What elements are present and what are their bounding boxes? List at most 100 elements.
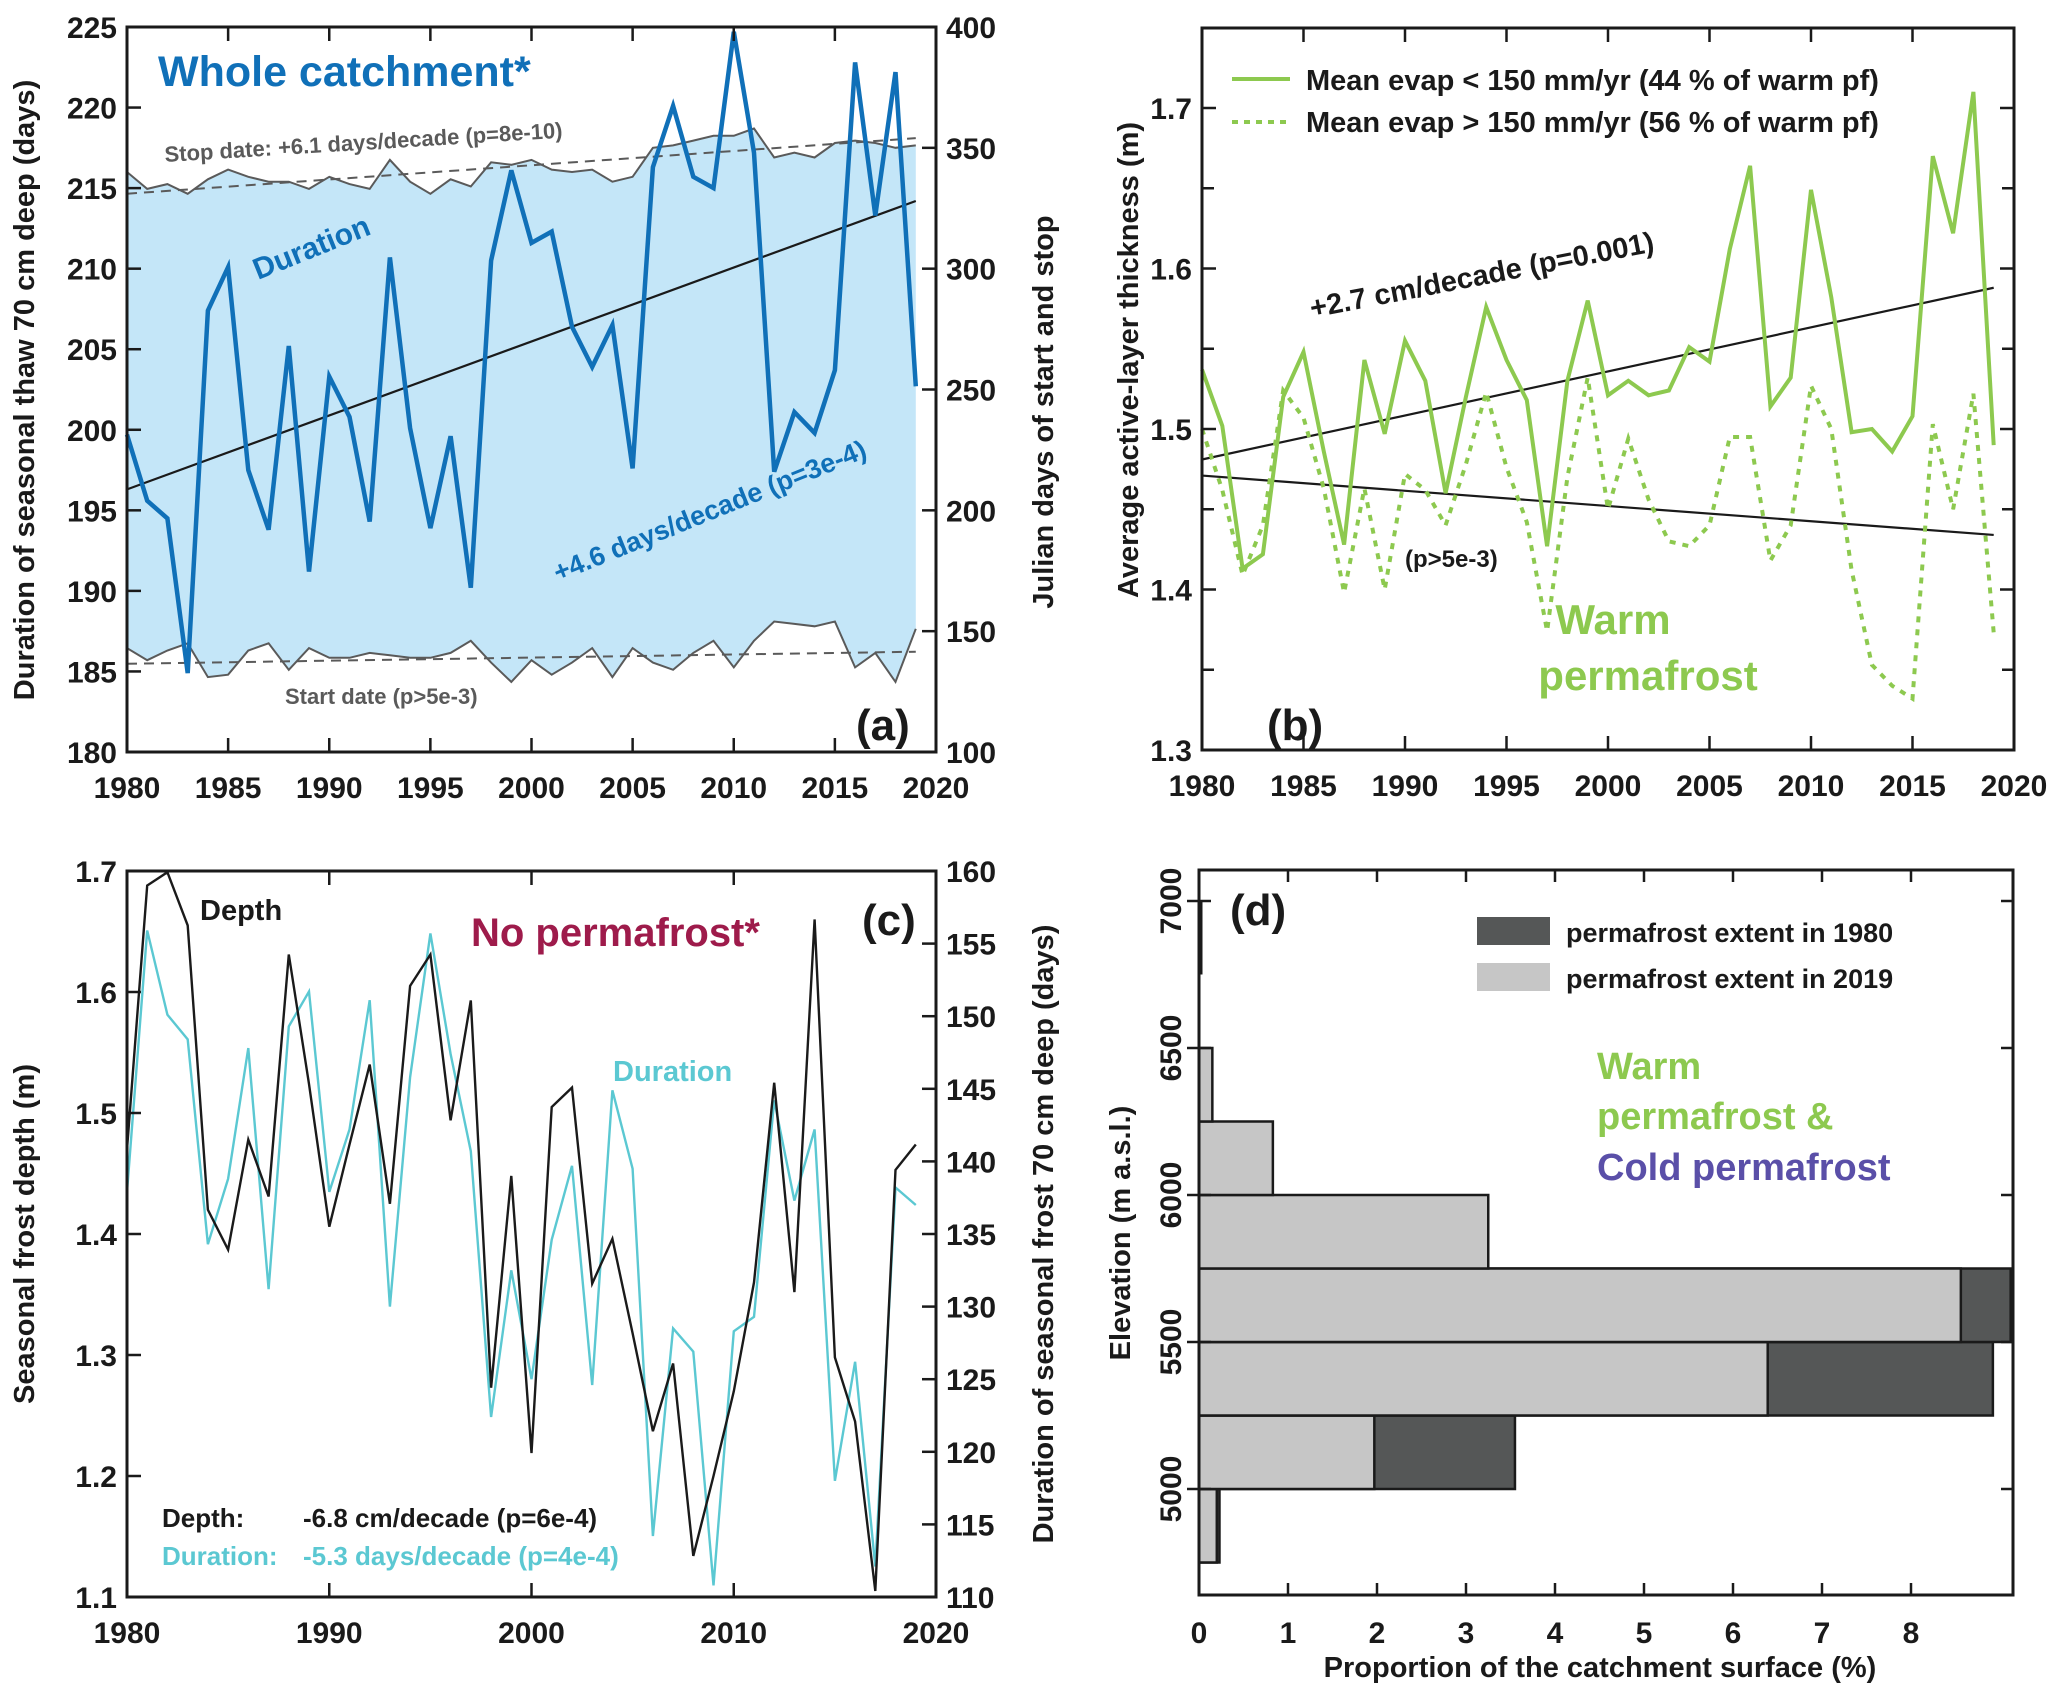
panel-a-xtick-label: 2005 [599,772,666,805]
panel-b-title-line1: Warm [1555,596,1670,643]
panel-c-xtick-label: 2010 [700,1617,767,1650]
panel-d-xtick-label: 4 [1547,1617,1564,1650]
panel-c-xtick-label: 1990 [296,1617,363,1650]
panel-a-y2tick-label: 100 [946,737,996,770]
bar-2019 [1197,1046,1214,1123]
panel-c-y2tick-label: 120 [946,1437,996,1470]
panel-a-xtick-label: 1980 [94,772,161,805]
panel-b-ticks: 1980 1985 1990 1995 2000 2005 2010 2015 2020 1.3 1… [1150,28,2047,803]
panel-d-ylabel: Elevation (m a.s.l.) [1105,1106,1137,1361]
start-date-trend-label: Start date (p>5e-3) [285,684,478,709]
panel-a-y2tick-label: 250 [946,375,996,408]
legend-entry-2019: permafrost extent in 2019 [1566,964,1893,994]
panel-c-title: No permafrost* [471,911,760,955]
panel-b-ylabel: Average active-layer thickness (m) [1113,122,1145,598]
panel-c-y2tick-label: 110 [946,1582,994,1615]
panel-d-ytick-label: 6500 [1155,1015,1188,1082]
panel-d-xtick-label: 7 [1814,1617,1831,1650]
bar-2019 [1197,1120,1275,1197]
panel-d-title-line3: Cold permafrost [1597,1147,1891,1189]
panel-c-ytick-label: 1.7 [75,856,117,889]
panel-a-xtick-label: 1990 [296,772,363,805]
legend-entry-low-evap: Mean evap < 150 mm/yr (44 % of warm pf) [1306,65,1879,97]
panel-a-ytick-label: 205 [67,334,117,367]
panel-b-xtick-label: 1995 [1473,770,1540,803]
panel-a-ytick-label: 220 [67,93,117,126]
panel-b-ytick-label: 1.6 [1150,254,1192,287]
bar-2019 [1197,1340,1769,1417]
stop-date-trend-label: Stop date: +6.1 days/decade (p=8e-10) [164,118,563,167]
bar-2019 [1197,1487,1219,1564]
panel-a-ylabel: Duration of seasonal thaw 70 cm deep (da… [9,80,41,700]
panel-d-xtick-label: 5 [1636,1617,1653,1650]
panel-d-title-line1: Warm [1597,1046,1701,1088]
panel-b-title-line2: permafrost [1538,652,1757,699]
panel-c-ylabel: Seasonal frost depth (m) [9,1064,41,1404]
panel-d-xtick-label: 6 [1725,1617,1742,1650]
panel-d-xtick-label: 1 [1280,1617,1297,1650]
panel-c-y2tick-label: 135 [946,1219,996,1252]
duration-trend-value: -5.3 days/decade (p=4e-4) [303,1541,619,1571]
panel-c-y2label: Duration of seasonal frost 70 cm deep (d… [1028,925,1060,1544]
panel-a: 1980 1985 1990 1995 2000 2005 2010 2015 2020 180 1… [9,12,1060,805]
panel-c-ytick-label: 1.3 [75,1340,117,1373]
panel-a-y2tick-label: 400 [946,12,996,45]
depth-series-label: Depth [200,895,282,927]
panel-c-ytick-label: 1.2 [75,1461,117,1494]
panel-c-plot-area [125,870,917,1592]
panel-a-plot-area [124,31,919,685]
high-evap-trend-line [1201,474,1994,537]
panel-a-xtick-label: 1985 [195,772,262,805]
panel-a-ytick-label: 225 [67,12,117,45]
legend-swatch-1980 [1477,917,1550,945]
panel-a-y2label: Julian days of start and stop [1028,215,1060,608]
high-evap-line [1200,377,1996,703]
panel-b-legend: Mean evap < 150 mm/yr (44 % of warm pf) … [1232,65,1879,139]
panel-c-ytick-label: 1.4 [75,1219,117,1252]
panel-a-y2tick-label: 350 [946,133,996,166]
panel-d-xtick-label: 8 [1903,1617,1920,1650]
panel-c-y2tick-label: 145 [946,1074,996,1107]
panel-a-xtick-label: 2000 [498,772,565,805]
panel-c-xtick-label: 1980 [94,1617,161,1650]
panel-a-ytick-label: 180 [67,737,117,770]
panel-c-frame [125,869,938,1599]
panel-d-ticks: 0 1 2 3 4 5 6 7 8 5000 5500 6000 6500 7000 [1155,868,2013,1650]
frost-duration-line [125,930,917,1586]
stop-date-line [126,127,916,195]
panel-c-xtick-label: 2000 [498,1617,565,1650]
panel-d-xtick-label: 3 [1458,1617,1475,1650]
panel-d-ytick-label: 7000 [1155,868,1188,935]
panel-c: 1980 1990 2000 2010 2020 1.1 1.2 1.3 1.4 1.5 1.6 1.… [9,856,1060,1650]
depth-trend-value: -6.8 cm/decade (p=6e-4) [303,1503,597,1533]
panel-d-xtick-label: 0 [1191,1617,1208,1650]
panel-c-ticks: 1980 1990 2000 2010 2020 1.1 1.2 1.3 1.4 1.5 1.6 1.… [75,856,996,1650]
panel-c-y2tick-label: 155 [946,929,996,962]
start-stop-fill-area [127,128,916,682]
panel-c-y2tick-label: 150 [946,1001,996,1034]
panel-a-ticks: 1980 1985 1990 1995 2000 2005 2010 2015 2020 180 1… [67,12,996,805]
panel-b-label: (b) [1267,701,1323,750]
panel-a-label: (a) [856,701,910,750]
panel-c-y2tick-label: 115 [946,1509,994,1542]
panel-a-xtick-label: 2015 [802,772,869,805]
lower-trend-label: (p>5e-3) [1405,546,1498,573]
panel-a-title: Whole catchment* [158,48,531,96]
duration-series-label: Duration [613,1056,732,1088]
panel-d-title-line2: permafrost & [1597,1096,1834,1138]
panel-c-ytick-label: 1.1 [75,1582,117,1615]
panel-b-xtick-label: 1985 [1270,770,1337,803]
panel-a-y2tick-label: 300 [946,254,996,287]
duration-line [124,31,919,674]
panel-a-ytick-label: 190 [67,576,117,609]
panel-b-xtick-label: 2000 [1575,770,1642,803]
panel-c-ytick-label: 1.6 [75,977,117,1010]
panel-a-ytick-label: 200 [67,415,117,448]
panel-d: 0 1 2 3 4 5 6 7 8 5000 5500 6000 6500 7000 (d) permaf… [1105,868,2015,1684]
panel-d-ytick-label: 6000 [1155,1162,1188,1229]
panel-b-xtick-label: 2015 [1879,770,1946,803]
panel-b-ytick-label: 1.5 [1150,414,1192,447]
bar-2019 [1197,1414,1376,1491]
panel-d-frame [1197,868,2015,1597]
